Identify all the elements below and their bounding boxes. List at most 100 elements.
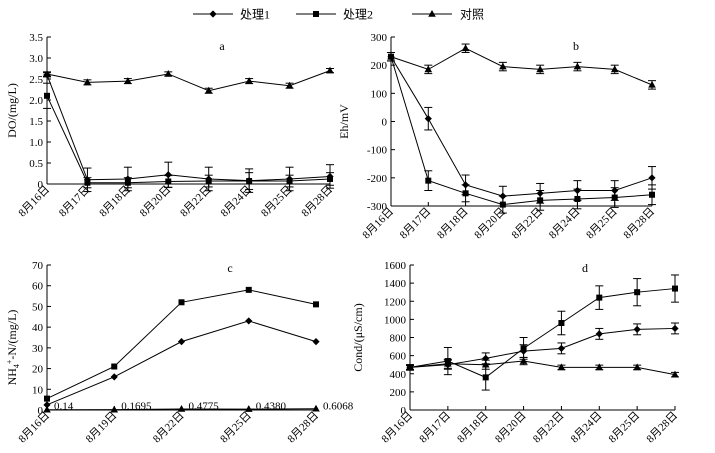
x-tick-label: 8月18日 [435, 206, 471, 242]
y-tick-label: 60 [32, 281, 44, 293]
y-tick-label: 800 [390, 333, 407, 345]
y-tick-label: 1200 [384, 296, 407, 308]
y-tick-label: 1.0 [29, 137, 43, 149]
legend-label: 处理2 [343, 8, 373, 22]
data-point [634, 289, 641, 296]
y-tick-label: 0 [401, 405, 407, 417]
series-line [46, 95, 331, 184]
y-tick-label: 1600 [384, 260, 407, 272]
series-diamond [43, 317, 320, 409]
series-square [406, 274, 679, 391]
data-point [286, 178, 293, 185]
y-tick-label: 0 [38, 405, 44, 417]
value-annotation: 0.14 [54, 401, 74, 413]
series-line [46, 70, 331, 92]
y-tick-label: 10 [32, 384, 44, 396]
legend: 处理1 处理2 对照 [193, 8, 484, 22]
data-point [671, 324, 679, 333]
data-point [648, 174, 656, 182]
data-point [245, 317, 253, 325]
y-tick-label: 2.0 [29, 95, 43, 107]
chart-panel-c: 0 10 20 30 40 50 60 70 8月16日 8月19日 8月22日 8月25日 8月28日… [5, 260, 354, 445]
series-line [390, 56, 653, 197]
data-point [648, 80, 656, 88]
data-point [312, 338, 320, 346]
x-tick-label: 8月17日 [417, 410, 453, 446]
y-tick-label: 600 [390, 351, 407, 363]
x-tick-label: 8月16日 [379, 410, 415, 446]
series-square [44, 286, 319, 402]
data-point [177, 338, 186, 346]
legend-marker-diamond [209, 10, 217, 18]
data-point [557, 344, 566, 352]
legend-marker-triangle [428, 10, 436, 17]
panel-label: d [582, 261, 588, 275]
y-tick-label: 1.5 [29, 116, 43, 128]
data-point [43, 405, 51, 413]
x-tick-label: 8月22日 [531, 410, 567, 446]
x-tick-label: 8月24日 [569, 410, 605, 446]
series-line [46, 320, 317, 406]
value-annotation: 0.6068 [323, 401, 354, 413]
x-tick-label: 8月16日 [16, 184, 52, 220]
y-axis-label: Eh/mV [337, 104, 351, 139]
data-point [285, 81, 294, 89]
series-line [390, 47, 653, 86]
y-tick-label: 50 [32, 301, 44, 313]
data-point [482, 374, 489, 381]
data-point [425, 177, 432, 184]
x-tick-label: 8月24日 [547, 206, 583, 242]
data-point [245, 286, 252, 293]
series-line [46, 74, 331, 182]
data-point [164, 171, 172, 179]
data-point [649, 191, 655, 198]
x-tick-label: 8月25日 [584, 206, 620, 242]
x-tick-label: 8月28日 [644, 410, 680, 446]
panel-label: c [227, 261, 232, 275]
y-axis-label: DO/(mg/L) [5, 83, 19, 138]
legend-item-1: 处理1 [193, 8, 270, 22]
data-point [461, 44, 470, 52]
y-tick-label: 30 [32, 343, 44, 355]
series-line [409, 360, 676, 376]
data-point [536, 65, 544, 73]
y-tick-label: -100 [367, 145, 388, 157]
data-point [671, 370, 679, 378]
data-point [124, 77, 132, 84]
data-point [633, 363, 641, 371]
data-point [611, 194, 618, 201]
y-tick-label: 0 [382, 117, 388, 129]
data-point [205, 178, 212, 185]
data-point [110, 373, 118, 381]
series-triangle [387, 43, 656, 90]
data-point [43, 69, 51, 77]
data-point [574, 195, 581, 202]
y-tick-label: 0.5 [29, 158, 43, 170]
data-point [111, 363, 118, 370]
data-point [326, 66, 334, 74]
data-point [537, 197, 544, 204]
data-point [312, 404, 320, 412]
x-tick-label: 8月28日 [285, 410, 321, 446]
y-tick-label: 2.5 [29, 74, 43, 86]
y-tick-label: 40 [32, 322, 44, 334]
data-point [406, 363, 414, 371]
y-tick-label: 400 [390, 369, 407, 381]
data-point [610, 65, 619, 73]
value-annotation: 0.4775 [189, 401, 220, 413]
legend-label: 处理1 [240, 8, 270, 22]
data-point [558, 320, 565, 326]
y-tick-label: 70 [32, 260, 44, 272]
data-point [520, 345, 527, 352]
data-point [633, 325, 641, 333]
x-tick-label: 8月18日 [455, 410, 491, 446]
x-tick-label: 8月25日 [218, 410, 254, 446]
y-axis-label: Cond/(μS/cm) [351, 303, 365, 371]
data-point [387, 52, 395, 60]
y-tick-label: 1400 [384, 278, 407, 290]
y-tick-label: 300 [371, 32, 388, 44]
data-point [204, 86, 213, 94]
data-point [444, 359, 452, 367]
